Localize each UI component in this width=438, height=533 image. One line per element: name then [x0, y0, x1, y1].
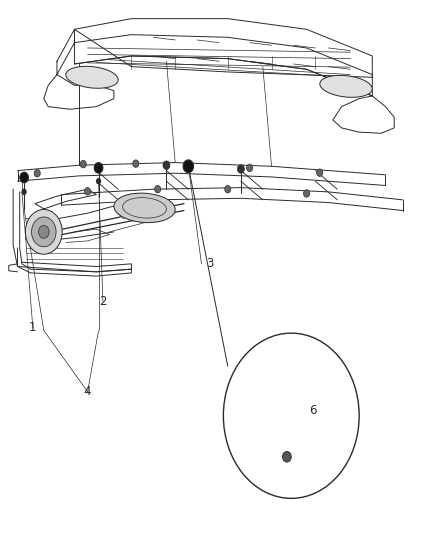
Circle shape [185, 161, 191, 169]
Circle shape [32, 217, 56, 247]
Text: 2: 2 [99, 295, 107, 308]
Ellipse shape [114, 193, 175, 223]
Ellipse shape [320, 75, 372, 98]
Circle shape [237, 165, 244, 173]
Text: 6: 6 [309, 404, 316, 417]
Ellipse shape [66, 66, 118, 88]
Text: 3: 3 [206, 257, 213, 270]
Circle shape [317, 169, 323, 176]
Circle shape [155, 185, 161, 193]
Circle shape [34, 169, 40, 177]
Circle shape [20, 172, 28, 183]
Circle shape [283, 451, 291, 462]
Circle shape [247, 164, 253, 172]
Text: 4: 4 [84, 385, 92, 398]
Circle shape [163, 161, 170, 169]
Circle shape [223, 333, 359, 498]
Circle shape [80, 160, 86, 168]
Circle shape [183, 160, 194, 173]
Text: 1: 1 [29, 321, 37, 334]
Circle shape [21, 189, 27, 195]
Circle shape [85, 188, 91, 195]
Circle shape [94, 163, 103, 173]
Circle shape [39, 225, 49, 238]
Circle shape [96, 178, 101, 184]
Circle shape [133, 160, 139, 167]
Text: 5: 5 [313, 480, 321, 492]
Circle shape [304, 190, 310, 197]
Circle shape [25, 209, 62, 254]
Circle shape [225, 185, 231, 193]
